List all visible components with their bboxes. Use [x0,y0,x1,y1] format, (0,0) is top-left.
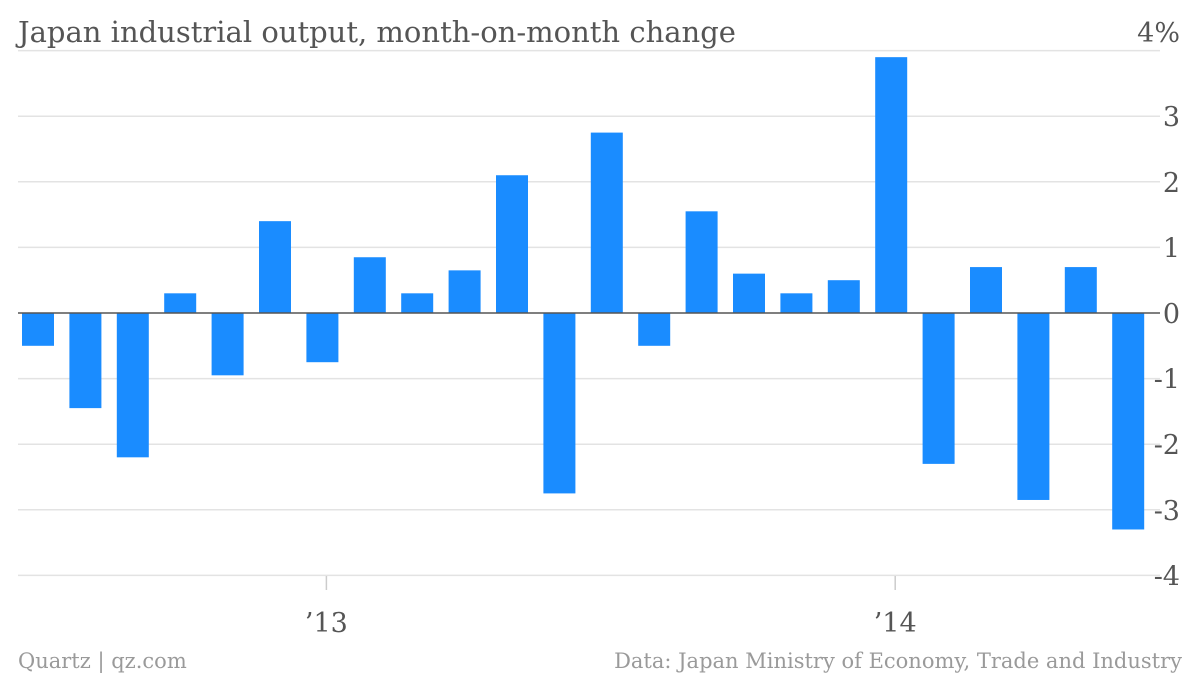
bar-2014-01 [875,57,908,313]
y-tick-label: -4 [1154,561,1180,592]
bar-2014-02 [922,313,955,464]
bar-2014-06 [1112,313,1145,530]
bar-2012-07 [22,313,54,346]
y-axis-ticks: 3 2 1 0 -1 -2 -3 -4 [1154,102,1180,592]
bar-2013-10 [733,273,765,313]
bar-2012-12 [259,221,291,313]
bar-2012-08 [69,313,102,409]
y-tick-label: 0 [1163,299,1180,330]
y-tick-label: -2 [1154,430,1180,461]
bar-2014-05 [1064,267,1097,313]
bar-2013-07 [590,132,623,313]
y-tick-label: -3 [1154,496,1180,527]
bar-2012-09 [116,313,149,458]
bar-2013-08 [638,313,671,346]
bar-2014-04 [1017,313,1050,500]
gridlines [18,49,1160,577]
bar-2013-09 [685,211,718,313]
chart-title: Japan industrial output, month-on-month … [15,15,736,49]
y-tick-label: -1 [1154,365,1180,396]
bar-2013-12 [827,280,860,313]
bar-2012-10 [164,293,197,313]
y-tick-label: 1 [1163,233,1180,264]
x-tick-label: ’14 [874,608,917,639]
bar-2013-05 [496,175,528,313]
bar-2013-04 [448,270,481,313]
x-tick-label: ’13 [305,608,348,639]
bar-2013-11 [780,293,813,313]
footer-credit: Quartz | qz.com [18,649,187,674]
x-axis-ticks: ’13 ’14 [305,576,917,639]
bar-2013-03 [401,293,434,313]
bar-2014-03 [970,267,1002,313]
y-tick-label: 2 [1163,168,1180,199]
bar-2013-06 [543,313,576,494]
bars [22,57,1145,530]
bar-2012-11 [211,313,244,376]
footer-source: Data: Japan Ministry of Economy, Trade a… [614,649,1182,673]
y-axis-unit-label: 4% [1137,18,1180,49]
y-tick-label: 3 [1163,102,1180,133]
bar-2013-01 [306,313,339,363]
bar-2013-02 [353,257,386,313]
